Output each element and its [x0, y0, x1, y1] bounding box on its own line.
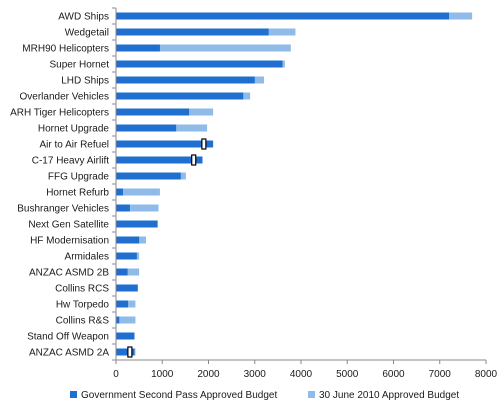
- bar-second-pass-armidales: [116, 252, 137, 260]
- legend-item-second-pass: Government Second Pass Approved Budget: [70, 390, 277, 401]
- bar-second-pass-anzac-asmd-2b: [116, 268, 128, 276]
- x-tick-label: 5000: [336, 369, 359, 380]
- marker-anzac-asmd-2a: [127, 346, 133, 358]
- category-label: FFG Upgrade: [48, 172, 110, 183]
- category-label: Super Hornet: [50, 60, 110, 71]
- bar-second-pass-collins-r-s: [116, 316, 120, 324]
- x-axis: 0 1000 2000 3000 4000 5000 6000 7000 8000: [112, 7, 498, 380]
- bar-second-pass-anzac-asmd-2a: [116, 348, 135, 356]
- markers-layer: [127, 138, 207, 358]
- category-label: C-17 Heavy Airlift: [32, 156, 109, 167]
- bar-second-pass-hornet-upgrade: [116, 124, 177, 132]
- category-label: Hornet Refurb: [46, 188, 109, 199]
- bar-second-pass-arh-tiger-helicopters: [116, 108, 190, 116]
- category-label: ARH Tiger Helicopters: [10, 108, 109, 119]
- x-tick-label: 0: [113, 369, 119, 380]
- bar-second-pass-ffg-upgrade: [116, 172, 181, 180]
- legend-swatch: [70, 391, 77, 398]
- x-tick-label: 4000: [290, 369, 313, 380]
- bar-second-pass-hf-modernisation: [116, 236, 140, 244]
- category-label: Stand Off Weapon: [27, 332, 109, 343]
- bar-second-pass-next-gen-satellite: [116, 220, 158, 228]
- category-label: Collins R&S: [56, 316, 110, 327]
- category-label: Hw Torpedo: [56, 300, 110, 311]
- category-label: Bushranger Vehicles: [17, 204, 109, 215]
- category-label: MRH90 Helicopters: [22, 44, 109, 55]
- bar-june2010-collins-r-s: [116, 316, 136, 324]
- category-label: ANZAC ASMD 2A: [29, 348, 109, 359]
- bar-second-pass-collins-rcs: [116, 284, 138, 292]
- marker-air-to-air-refuel: [201, 138, 207, 150]
- category-label: ANZAC ASMD 2B: [29, 268, 109, 279]
- x-tick-label: 6000: [382, 369, 405, 380]
- bar-second-pass-hw-torpedo: [116, 300, 129, 308]
- x-tick-label: 2000: [197, 369, 220, 380]
- bar-second-pass-wedgetail: [116, 28, 269, 36]
- bar-second-pass-mrh90-helicopters: [116, 44, 160, 52]
- category-label: AWD Ships: [58, 12, 109, 23]
- x-tick-label: 3000: [244, 369, 267, 380]
- bar-second-pass-awd-ships: [116, 12, 449, 20]
- legend: Government Second Pass Approved Budget 30…: [70, 390, 459, 401]
- bar-second-pass-hornet-refurb: [116, 188, 123, 196]
- bar-second-pass-lhd-ships: [116, 76, 255, 84]
- x-tick-label: 7000: [429, 369, 452, 380]
- bar-second-pass-c-17-heavy-airlift: [116, 156, 203, 164]
- category-label: Wedgetail: [65, 28, 109, 39]
- legend-label: Government Second Pass Approved Budget: [81, 390, 277, 401]
- category-label: LHD Ships: [61, 76, 109, 87]
- bar-june2010-mrh90-helicopters: [116, 44, 291, 52]
- bar-second-pass-air-to-air-refuel: [116, 140, 214, 148]
- legend-swatch: [308, 391, 315, 398]
- bar-second-pass-overlander-vehicles: [116, 92, 244, 100]
- marker-c-17-heavy-airlift: [191, 154, 197, 166]
- category-labels: AWD Ships Wedgetail MRH90 Helicopters Super…: [10, 12, 109, 359]
- category-label: HF Modernisation: [30, 236, 109, 247]
- bars-layer: [116, 12, 473, 356]
- bar-second-pass-bushranger-vehicles: [116, 204, 130, 212]
- legend-item-june2010: 30 June 2010 Approved Budget: [308, 390, 459, 401]
- bar-second-pass-stand-off-weapon: [116, 332, 135, 340]
- category-label: Next Gen Satellite: [28, 220, 109, 231]
- x-tick-label: 8000: [475, 369, 498, 380]
- category-label: Armidales: [65, 252, 109, 263]
- x-tick-label: 1000: [151, 369, 174, 380]
- category-label: Collins RCS: [55, 284, 109, 295]
- bar-june2010-hornet-refurb: [116, 188, 160, 196]
- category-label: Hornet Upgrade: [38, 124, 110, 135]
- bar-second-pass-super-hornet: [116, 60, 283, 68]
- category-label: Air to Air Refuel: [40, 140, 109, 151]
- legend-label: 30 June 2010 Approved Budget: [319, 390, 459, 401]
- bar-june2010-bushranger-vehicles: [116, 204, 159, 212]
- category-label: Overlander Vehicles: [20, 92, 110, 103]
